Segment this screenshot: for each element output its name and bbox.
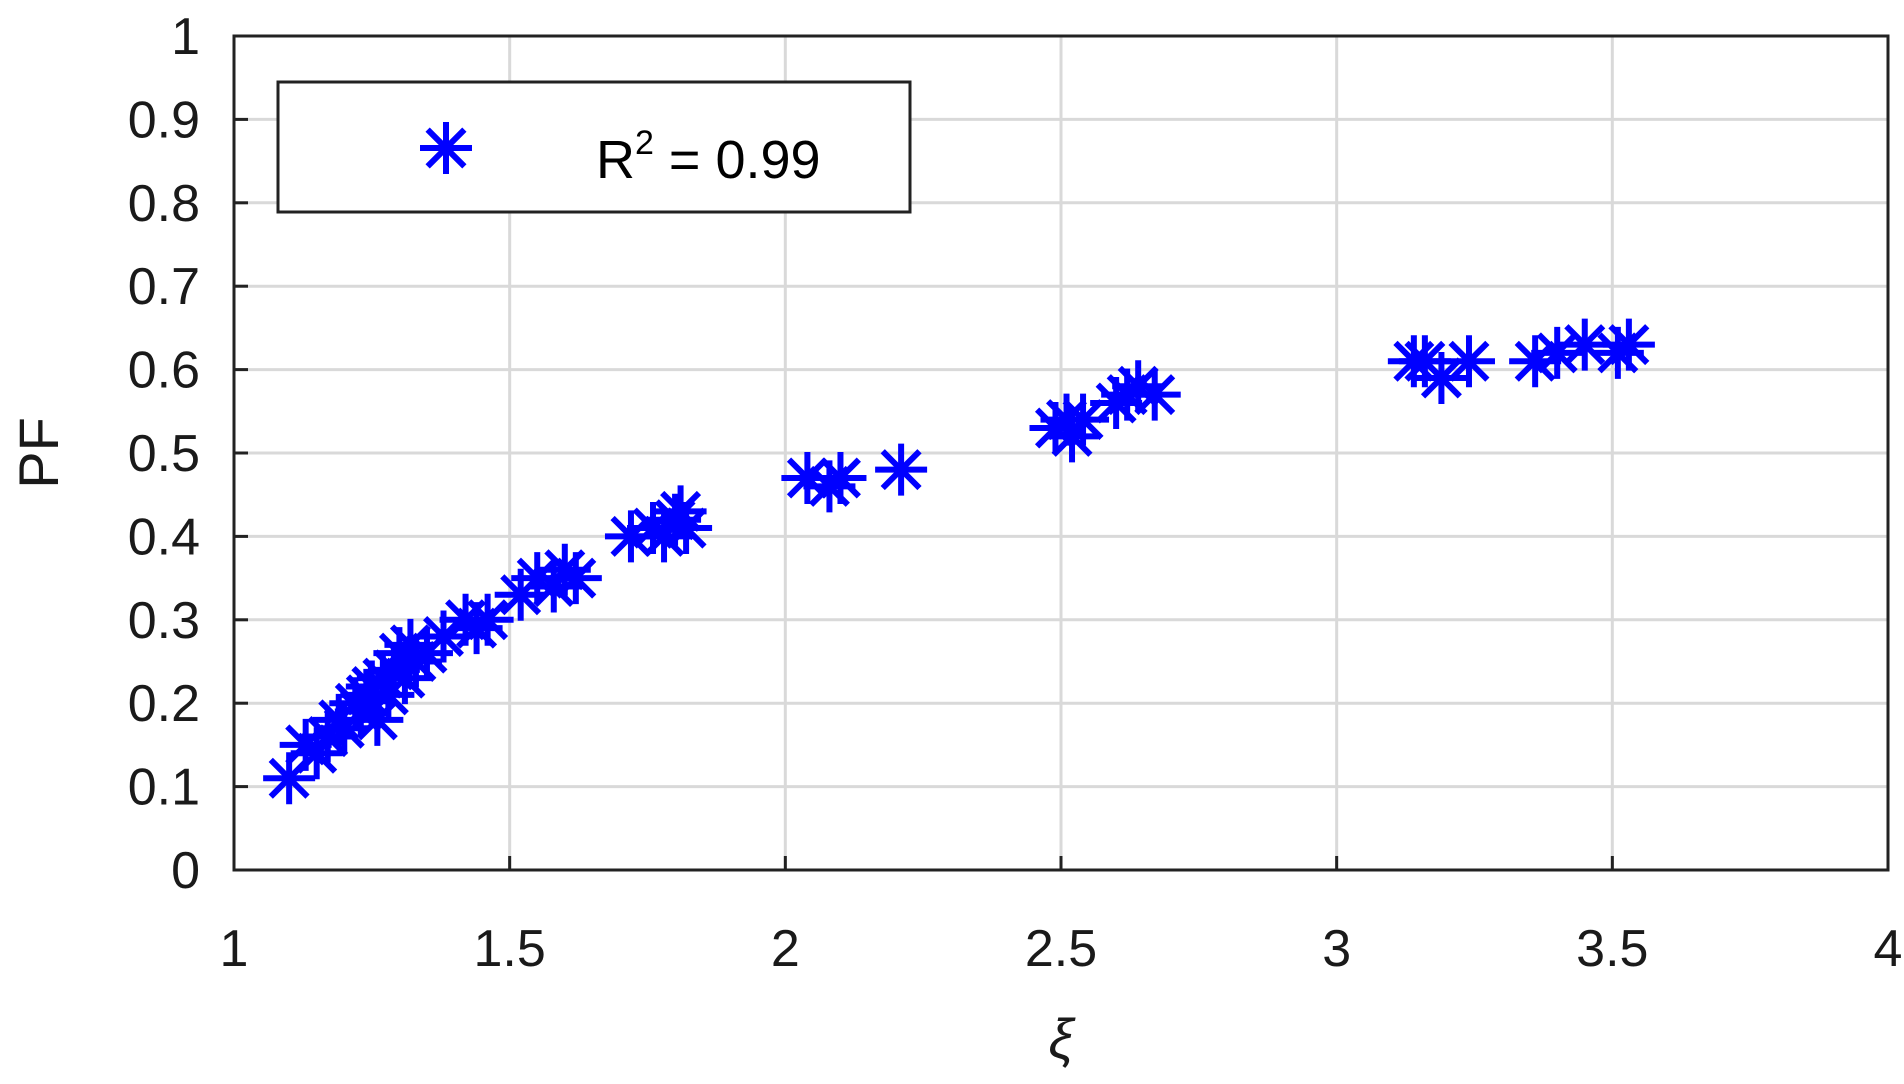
data-point	[1128, 368, 1181, 421]
data-point	[1442, 335, 1495, 388]
legend-label-superscript: 2	[635, 124, 654, 162]
x-tick-label: 1	[220, 920, 249, 978]
x-tick-label: 3.5	[1576, 920, 1648, 978]
x-axis-label: ξ	[1048, 1007, 1076, 1070]
legend-label-base: R	[596, 130, 635, 190]
y-tick-label: 0.4	[128, 508, 200, 566]
data-point	[660, 502, 713, 555]
y-tick-label: 0.6	[128, 342, 200, 400]
legend-marker-icon	[420, 122, 472, 174]
x-tick-label: 4	[1874, 920, 1903, 978]
y-tick-label: 0.1	[128, 759, 200, 817]
y-tick-label: 0.7	[128, 258, 200, 316]
data-point	[875, 443, 928, 496]
legend-asterisk-icon	[420, 122, 472, 174]
y-axis-ticks: 0 0.1 0.2 0.3 0.4 0.5 0.6 0.7 0.8 0.9 1	[128, 8, 248, 900]
y-tick-label: 0.2	[128, 675, 200, 733]
x-tick-label: 2	[771, 920, 800, 978]
data-point	[1415, 351, 1468, 404]
data-point	[461, 593, 514, 646]
data-point	[1509, 335, 1562, 388]
y-tick-label: 0.8	[128, 175, 200, 233]
x-tick-label: 1.5	[474, 920, 546, 978]
y-axis-label: PF	[7, 417, 70, 489]
data-point	[1602, 318, 1655, 371]
x-axis-ticks: 1 1.5 2 2.5 3 3.5 4	[220, 856, 1903, 978]
legend-box	[276, 80, 912, 214]
x-tick-label: 2.5	[1025, 920, 1097, 978]
y-tick-label: 0.9	[128, 91, 200, 149]
data-point	[417, 610, 470, 663]
data-point	[549, 552, 602, 605]
data-point	[1558, 318, 1611, 371]
y-tick-label: 0.3	[128, 592, 200, 650]
y-tick-label: 0	[171, 842, 200, 900]
data-points	[263, 318, 1655, 805]
data-point	[814, 452, 867, 505]
x-tick-label: 3	[1322, 920, 1351, 978]
legend-label-rest: = 0.99	[654, 130, 821, 190]
legend: R2 = 0.99	[276, 80, 912, 214]
y-tick-label: 1	[171, 8, 200, 66]
y-tick-label: 0.5	[128, 425, 200, 483]
legend-label: R2 = 0.99	[596, 124, 821, 190]
